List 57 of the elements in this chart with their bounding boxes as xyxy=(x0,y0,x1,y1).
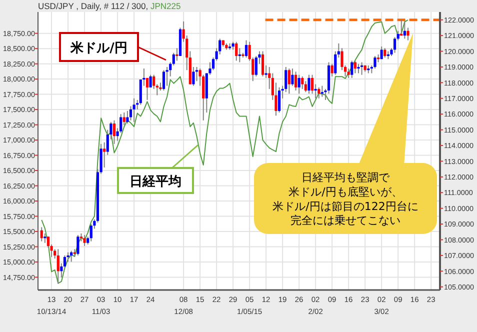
candlestick xyxy=(278,86,281,114)
annotation: 日経平均 xyxy=(130,174,182,190)
candlestick xyxy=(291,68,294,86)
candlestick xyxy=(90,224,92,242)
candlestick xyxy=(354,60,356,74)
candlestick xyxy=(166,66,168,86)
candlestick xyxy=(406,27,410,41)
annotation: 米ドル/円も底堅いが、 xyxy=(288,186,402,199)
candlestick xyxy=(122,112,126,126)
candlestick xyxy=(380,46,383,60)
chart-title: USD/JPY , Daily, # 112 / 300, xyxy=(38,1,148,11)
candlestick xyxy=(126,110,129,124)
candlestick xyxy=(374,55,376,70)
candlestick xyxy=(261,50,264,77)
candlestick xyxy=(76,234,80,256)
candlestick xyxy=(238,48,241,63)
candlestick xyxy=(330,63,334,77)
candlestick xyxy=(310,74,314,94)
annotation: 米ドル/円は節目の122円台に xyxy=(272,200,418,213)
candlestick xyxy=(384,48,386,58)
candlestick xyxy=(132,98,136,122)
candlestick xyxy=(244,40,248,58)
line-series xyxy=(41,19,408,284)
candlestick xyxy=(44,232,46,244)
candlestick xyxy=(320,85,324,98)
candlestick xyxy=(56,248,60,284)
candlestick xyxy=(308,74,310,94)
candlestick xyxy=(301,76,304,90)
candlestick xyxy=(360,62,364,76)
candlestick xyxy=(83,234,86,247)
annotation: 米ドル/円 xyxy=(70,40,128,56)
candlestick xyxy=(112,120,116,144)
candlestick xyxy=(288,68,290,94)
candlestick xyxy=(254,55,258,77)
text: JPN225 xyxy=(150,1,181,11)
candlestick xyxy=(400,19,403,36)
candlestick xyxy=(318,86,320,99)
candlestick xyxy=(347,68,350,78)
candlestick xyxy=(176,48,178,62)
candlestick xyxy=(162,70,166,92)
annotation: 日経平均も堅調で xyxy=(302,171,390,184)
candlestick xyxy=(298,74,300,94)
candlestick xyxy=(195,66,198,82)
candlestick xyxy=(264,64,268,78)
candlestick xyxy=(149,74,152,88)
candlestick xyxy=(304,80,307,93)
candlestick xyxy=(350,60,354,78)
candlestick xyxy=(192,66,195,86)
candlestick xyxy=(314,84,317,99)
candlestick xyxy=(103,142,106,168)
candlestick xyxy=(40,226,43,242)
candlestick xyxy=(235,41,238,62)
annotation: 完全には乗せてこない xyxy=(290,214,400,228)
candlestick xyxy=(357,63,360,74)
candlestick xyxy=(70,250,73,262)
candlestick xyxy=(403,20,406,40)
candlestick xyxy=(294,71,298,92)
